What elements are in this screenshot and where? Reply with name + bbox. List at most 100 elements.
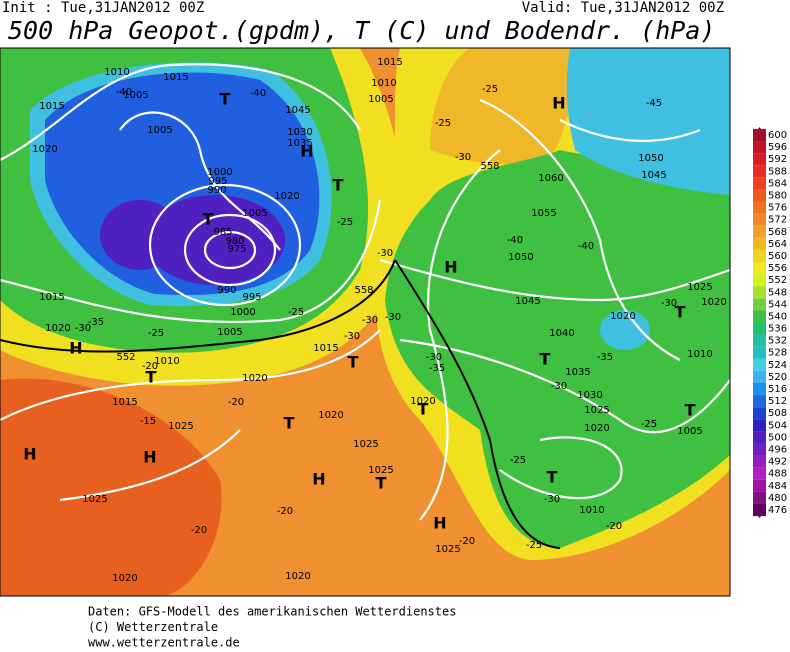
colorbar-label: 476 xyxy=(768,505,787,516)
colorbar-label: 568 xyxy=(768,227,787,238)
colorbar-label: 592 xyxy=(768,154,787,165)
contour-label: 1020 xyxy=(584,423,609,434)
contour-label: -40 xyxy=(250,88,266,99)
title: 500 hPa Geopot.(gpdm), T (C) und Bodendr… xyxy=(8,16,715,45)
pressure-center: T xyxy=(220,90,231,109)
contour-label: 1020 xyxy=(701,297,726,308)
footer-line: www.wetterzentrale.de xyxy=(88,636,240,649)
colorbar-swatch xyxy=(753,407,766,420)
contour-label: 1020 xyxy=(610,311,635,322)
contour-label: 1035 xyxy=(565,367,590,378)
colorbar-label: 540 xyxy=(768,311,787,322)
contour-label: -40 xyxy=(507,235,523,246)
colorbar-swatch xyxy=(753,382,766,396)
contour-label: -30 xyxy=(377,248,393,259)
contour-label: 995 xyxy=(242,292,261,303)
pressure-center: T xyxy=(675,303,686,322)
contour-label: 1020 xyxy=(274,191,299,202)
contour-label: 1020 xyxy=(285,571,310,582)
contour-label: 1005 xyxy=(123,90,148,101)
contour-label: -25 xyxy=(337,217,353,228)
contour-label: -40 xyxy=(578,241,594,252)
contour-label: 1005 xyxy=(147,125,172,136)
colorbar-label: 496 xyxy=(768,445,787,456)
colorbar-swatch xyxy=(753,189,766,202)
pressure-center: T xyxy=(146,368,157,387)
colorbar-label: 548 xyxy=(768,287,787,298)
contour-label: 1025 xyxy=(82,494,107,505)
contour-label: 980 xyxy=(225,236,244,247)
contour-label: -20 xyxy=(606,521,622,532)
contour-label: 1035 xyxy=(287,138,312,149)
contour-label: 1000 xyxy=(230,307,255,318)
contour-label: 1020 xyxy=(45,323,70,334)
contour-label: 1005 xyxy=(368,94,393,105)
colorbar-swatch xyxy=(753,225,766,238)
contour-label: 558 xyxy=(480,161,499,172)
colorbar-label: 532 xyxy=(768,336,787,347)
contour-label: 1005 xyxy=(242,208,267,219)
colorbar-swatch xyxy=(753,213,766,226)
colorbar-label: 572 xyxy=(768,215,787,226)
colorbar-label: 480 xyxy=(768,493,787,504)
contour-label: 1045 xyxy=(515,296,540,307)
contour-label: -25 xyxy=(288,307,304,318)
contour-label: 990 xyxy=(217,285,236,296)
pressure-center: T xyxy=(376,474,387,493)
colorbar-label: 500 xyxy=(768,432,787,443)
contour-label: -45 xyxy=(646,98,662,109)
contour-label: -25 xyxy=(510,455,526,466)
contour-label: -25 xyxy=(148,328,164,339)
colorbar-swatch xyxy=(753,165,766,178)
contour-label: 1030 xyxy=(287,127,312,138)
colorbar-label: 552 xyxy=(768,275,787,286)
colorbar-label: 600 xyxy=(768,130,787,141)
colorbar-label: 560 xyxy=(768,251,787,262)
contour-label: 985 xyxy=(213,227,232,238)
contour-label: -30 xyxy=(551,381,567,392)
contour-label: 1020 xyxy=(410,396,435,407)
contour-label: 1045 xyxy=(285,105,310,116)
contour-label: 1025 xyxy=(435,544,460,555)
colorbar-label: 524 xyxy=(768,360,787,371)
pressure-center: T xyxy=(547,468,558,487)
contour-label: 1025 xyxy=(353,439,378,450)
colorbar-swatch xyxy=(753,262,766,275)
colorbar-swatch xyxy=(753,479,766,492)
pressure-center: T xyxy=(685,401,696,420)
contour-label: -30 xyxy=(661,298,677,309)
colorbar-swatch xyxy=(753,346,766,359)
contour-label: 1020 xyxy=(32,144,57,155)
contour-label: 1010 xyxy=(579,505,604,516)
contour-label: -20 xyxy=(277,506,293,517)
colorbar-swatch xyxy=(753,128,766,142)
pressure-center: T xyxy=(203,210,214,229)
contour-label: 558 xyxy=(354,285,373,296)
colorbar-label: 528 xyxy=(768,348,787,359)
colorbar-swatch xyxy=(753,274,766,287)
contour-label: -20 xyxy=(191,525,207,536)
contour-label: 1045 xyxy=(641,170,666,181)
contour-label: 1000 xyxy=(207,167,232,178)
pressure-center: H xyxy=(143,448,156,467)
colorbar-swatch xyxy=(753,237,766,250)
contour-label: -15 xyxy=(140,416,156,427)
contour-label: 995 xyxy=(208,176,227,187)
contour-label: 1030 xyxy=(577,390,602,401)
contour-label: 1015 xyxy=(377,57,402,68)
contour-label: -35 xyxy=(88,317,104,328)
colorbar-label: 576 xyxy=(768,203,787,214)
colorbar-swatch xyxy=(753,249,766,263)
colorbar-swatch xyxy=(753,431,766,444)
contour-label: -30 xyxy=(75,323,91,334)
colorbar-label: 504 xyxy=(768,420,787,431)
pressure-center: T xyxy=(284,414,295,433)
colorbar-label: 516 xyxy=(768,384,787,395)
colorbar-label: 508 xyxy=(768,408,787,419)
contour-label: 1010 xyxy=(687,349,712,360)
contour-label: 1060 xyxy=(538,173,563,184)
pressure-center: T xyxy=(333,176,344,195)
colorbar-swatch xyxy=(753,201,766,214)
colorbar-swatch xyxy=(753,298,766,311)
